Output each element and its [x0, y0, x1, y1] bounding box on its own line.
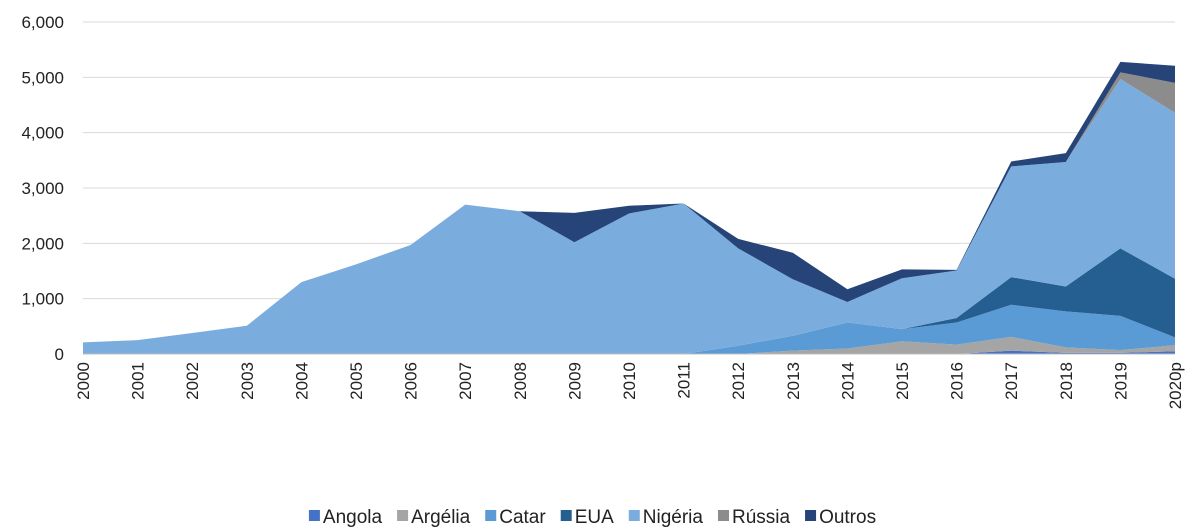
x-tick-label: 2008 — [511, 362, 530, 400]
y-tick-label: 2,000 — [21, 234, 64, 253]
legend-item: Nigéria — [628, 507, 704, 528]
x-tick-label: 2005 — [347, 362, 366, 400]
legend-item: Rússia — [717, 507, 791, 528]
legend-label: Rússia — [732, 507, 791, 528]
y-tick-label: 5,000 — [21, 68, 64, 87]
x-tick-label: 2018 — [1057, 362, 1076, 400]
x-tick-label: 2020p — [1166, 362, 1185, 409]
x-tick-label: 2012 — [729, 362, 748, 400]
legend-swatch — [805, 510, 817, 521]
y-tick-label: 1,000 — [21, 290, 64, 309]
x-tick-label: 2003 — [238, 362, 257, 400]
legend-swatch — [628, 510, 640, 521]
legend-swatch — [717, 510, 729, 521]
legend-swatch — [485, 510, 497, 521]
x-tick-label: 2006 — [402, 362, 421, 400]
legend-swatch — [308, 510, 320, 521]
legend-label: Angola — [323, 507, 383, 528]
y-tick-label: 0 — [55, 345, 64, 364]
legend-swatch — [560, 510, 572, 521]
legend-item: Argélia — [397, 507, 471, 528]
y-tick-label: 4,000 — [21, 124, 64, 143]
x-tick-label: 2014 — [838, 362, 857, 400]
area — [83, 61, 1175, 343]
y-tick-label: 3,000 — [21, 179, 64, 198]
legend-label: Argélia — [411, 507, 471, 528]
area — [83, 304, 1175, 354]
x-tick-label: 2007 — [456, 362, 475, 400]
legend-label: Outros — [819, 507, 876, 528]
x-tick-label: 2013 — [784, 362, 803, 400]
x-tick-label: 2001 — [129, 362, 148, 400]
legend-swatch — [397, 510, 409, 521]
legend-label: Nigéria — [643, 507, 704, 528]
x-tick-label: 2015 — [893, 362, 912, 400]
legend-label: EUA — [575, 507, 614, 528]
x-tick-label: 2016 — [948, 362, 967, 400]
x-tick-label: 2010 — [620, 362, 639, 400]
x-tick-label: 2009 — [565, 362, 584, 400]
y-tick-label: 6,000 — [21, 13, 64, 32]
legend-item: Angola — [308, 507, 383, 528]
x-tick-label: 2002 — [183, 362, 202, 400]
x-tick-label: 2011 — [675, 362, 694, 399]
legend-item: Catar — [485, 507, 546, 528]
x-tick-label: 2019 — [1111, 362, 1130, 400]
x-tick-label: 2000 — [74, 362, 93, 400]
area — [83, 78, 1175, 354]
x-tick-label: 2017 — [1002, 362, 1021, 400]
legend-item: EUA — [560, 507, 614, 528]
x-tick-label: 2004 — [292, 362, 311, 400]
legend-label: Catar — [499, 507, 546, 528]
area — [83, 336, 1175, 354]
legend-item: Outros — [805, 507, 876, 528]
